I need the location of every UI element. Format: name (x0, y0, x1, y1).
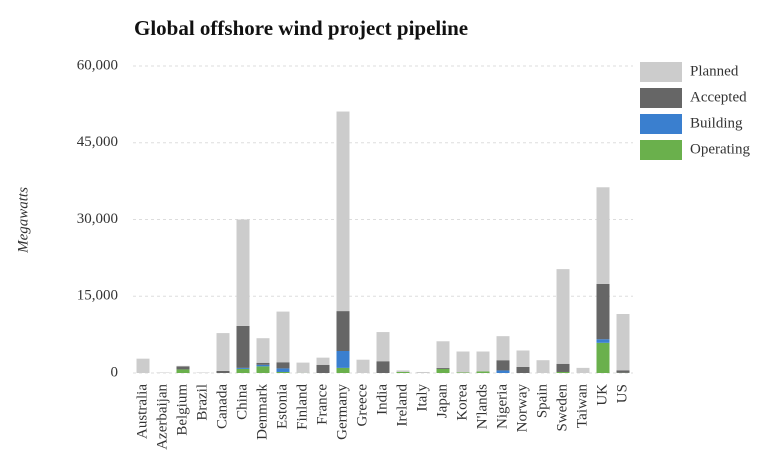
bar-segment (496, 360, 510, 371)
bar-segment (316, 364, 330, 373)
x-tick-label: Greece (354, 384, 370, 427)
bar-segment (276, 311, 290, 363)
bar-segment (176, 369, 190, 373)
bar-segment (496, 336, 510, 361)
x-tick-label: Germany (334, 384, 350, 440)
x-tick-label: Spain (534, 384, 550, 419)
bar-segment (196, 372, 210, 373)
bar-segment (456, 351, 470, 373)
bar-segment (336, 350, 350, 368)
bar-segment (616, 314, 630, 371)
bar-segment (496, 370, 510, 373)
x-tick-label: Taiwan (574, 384, 590, 428)
bar-segment (516, 366, 530, 373)
legend-swatch (640, 62, 682, 82)
bar-segment (476, 351, 490, 372)
legend-label: Accepted (690, 89, 747, 105)
bar-segment (176, 365, 190, 367)
bar-segment (236, 368, 250, 373)
x-tick-label: India (374, 384, 390, 415)
bar-segment (336, 311, 350, 351)
x-tick-label: N'lands (474, 384, 490, 429)
bar-segment (416, 371, 430, 373)
x-tick-label: Brazil (194, 384, 210, 421)
y-axis-label: Megawatts (15, 187, 31, 254)
bar-segment (536, 360, 550, 373)
x-tick-label: Belgium (174, 384, 190, 436)
bar-segment (596, 339, 610, 343)
bar-segment (276, 362, 290, 369)
bar-segment (276, 371, 290, 373)
x-tick-label: Nigeria (494, 384, 510, 429)
legend-label: Building (690, 115, 743, 131)
legend-swatch (640, 114, 682, 134)
bar-segment (256, 366, 270, 373)
bar-segment (336, 111, 350, 312)
bar-segment (316, 357, 330, 365)
bar-segment (456, 372, 470, 373)
bar-segment (376, 361, 390, 373)
bar-segment (216, 333, 230, 371)
x-tick-label: US (614, 384, 630, 403)
bar-segment (396, 371, 410, 373)
x-tick-label: Canada (214, 384, 230, 429)
bar-segment (396, 370, 410, 372)
bar-segment (596, 187, 610, 284)
legend-label: Planned (690, 63, 739, 79)
legend-swatch (640, 88, 682, 108)
bar-segment (156, 372, 170, 373)
x-tick-label: Ireland (394, 384, 410, 427)
x-tick-label: Korea (454, 384, 470, 421)
y-tick-label: 0 (111, 364, 119, 380)
bar-segment (256, 364, 270, 367)
bar-segment (296, 362, 310, 373)
bar-segment (376, 332, 390, 362)
bar-segment (436, 368, 450, 373)
bar-segment (556, 269, 570, 364)
x-tick-label: France (314, 384, 330, 425)
x-tick-label: Azerbaijan (154, 384, 170, 450)
bar-segment (176, 366, 190, 370)
bar-segment (596, 342, 610, 373)
bar-segment (256, 362, 270, 365)
x-tick-label: Japan (434, 384, 450, 419)
bar-segment (476, 371, 490, 373)
bar-segment (276, 368, 290, 372)
bar-segment (216, 370, 230, 373)
legend-swatch (640, 140, 682, 160)
bar-segment (516, 350, 530, 367)
bar-segment (596, 283, 610, 340)
bar-segment (236, 367, 250, 369)
x-tick-label: Australia (134, 384, 150, 439)
chart-title: Global offshore wind project pipeline (134, 16, 468, 40)
bar-segment (236, 325, 250, 368)
bar-segment (556, 363, 570, 372)
x-tick-label: Estonia (274, 384, 290, 429)
bar-segment (436, 341, 450, 368)
x-tick-label: Sweden (554, 384, 570, 432)
y-tick-label: 45,000 (77, 134, 118, 150)
bar-segment (356, 359, 370, 373)
bar-segment (616, 370, 630, 373)
bar-segment (556, 371, 570, 373)
x-tick-label: Denmark (254, 384, 270, 440)
bar-segment (576, 367, 590, 373)
x-tick-label: UK (594, 384, 610, 406)
bar-segment (256, 338, 270, 363)
x-tick-label: China (234, 384, 250, 420)
x-tick-label: Finland (294, 384, 310, 430)
y-tick-label: 60,000 (77, 57, 118, 73)
bar-segment (336, 367, 350, 373)
y-tick-label: 30,000 (77, 211, 118, 227)
y-tick-label: 15,000 (77, 288, 118, 304)
legend-label: Operating (690, 141, 750, 157)
bar-segment (436, 367, 450, 369)
bar-segment (236, 219, 250, 326)
x-tick-label: Norway (514, 384, 530, 433)
bar-segment (136, 358, 150, 373)
x-tick-label: Italy (414, 384, 430, 412)
